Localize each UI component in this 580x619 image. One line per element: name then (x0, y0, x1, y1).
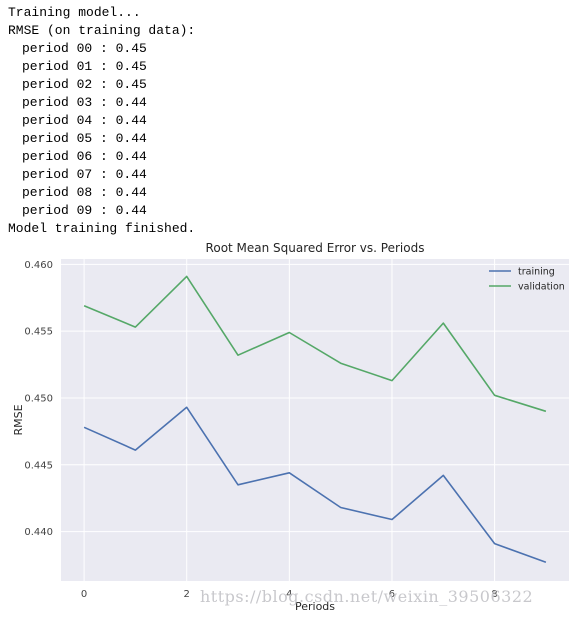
period-rmse-value: 0.45 (115, 41, 147, 56)
period-rmse-value: 0.44 (115, 95, 147, 110)
console-period-line: period 07 : 0.44 (22, 167, 147, 182)
console-period-line: period 09 : 0.44 (22, 203, 147, 218)
console-line-training: Training model... (8, 5, 141, 20)
period-label: period 05 (22, 131, 93, 146)
x-tick-label: 6 (389, 589, 395, 600)
console-period-line: period 05 : 0.44 (22, 131, 147, 146)
y-tick-label: 0.455 (24, 327, 53, 338)
x-tick-label: 8 (491, 589, 497, 600)
period-rmse-value: 0.44 (115, 167, 147, 182)
period-label: period 01 (22, 59, 93, 74)
chart-title: Root Mean Squared Error vs. Periods (206, 241, 425, 255)
console-period-line: period 08 : 0.44 (22, 185, 147, 200)
rmse-chart: 0 2 4 6 8 0.440 0.445 0.450 0.455 0.460 Root Mean … (12, 241, 569, 613)
y-tick-label: 0.445 (24, 460, 53, 471)
period-rmse-value: 0.44 (115, 113, 147, 128)
console-period-line: period 06 : 0.44 (22, 149, 147, 164)
period-label: period 03 (22, 95, 93, 110)
period-label: period 00 (22, 41, 93, 56)
period-rmse-value: 0.45 (115, 77, 147, 92)
y-tick-label: 0.460 (24, 260, 53, 271)
console-period-line: period 04 : 0.44 (22, 113, 147, 128)
console-line-rmse-header: RMSE (on training data): (8, 23, 196, 38)
series-line-validation (83, 275, 547, 413)
console-line-finished: Model training finished. (8, 221, 196, 236)
x-tick-label: 2 (184, 589, 190, 600)
period-rmse-value: 0.45 (115, 59, 147, 74)
period-label: period 02 (22, 77, 93, 92)
console-period-line: period 03 : 0.44 (22, 95, 147, 110)
plot-area (61, 259, 569, 581)
x-tick-label: 4 (286, 589, 292, 600)
period-rmse-value: 0.44 (115, 203, 147, 218)
period-rmse-value: 0.44 (115, 131, 147, 146)
period-rmse-value: 0.44 (115, 185, 147, 200)
period-label: period 06 (22, 149, 93, 164)
legend-label-training: training (518, 267, 555, 278)
series-line-training (83, 406, 547, 564)
period-label: period 09 (22, 203, 93, 218)
legend-label-validation: validation (518, 282, 565, 293)
console-period-line: period 02 : 0.45 (22, 77, 147, 92)
console-period-line: period 01 : 0.45 (22, 59, 147, 74)
watermark-text: https://blog.csdn.net/weixin_39506322 (200, 587, 534, 606)
period-label: period 08 (22, 185, 93, 200)
period-label: period 07 (22, 167, 93, 182)
period-label: period 04 (22, 113, 93, 128)
console-period-line: period 00 : 0.45 (22, 41, 147, 56)
y-axis-label: RMSE (12, 404, 25, 435)
y-tick-label: 0.440 (24, 527, 53, 538)
y-tick-label: 0.450 (24, 393, 53, 404)
x-axis-label: Periods (295, 600, 335, 613)
console-output: Training model... RMSE (on training data)… (8, 4, 195, 238)
period-rmse-value: 0.44 (115, 149, 147, 164)
x-tick-label: 0 (81, 589, 87, 600)
